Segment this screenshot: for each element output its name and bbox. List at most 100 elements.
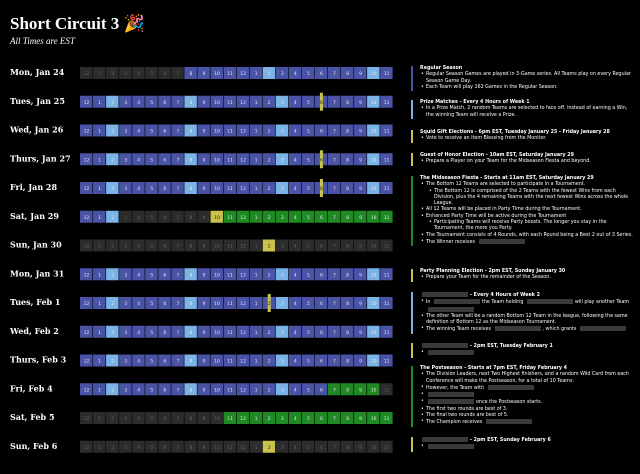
event-title: - 2pm EST, Sunday February 6 xyxy=(420,437,634,444)
cell xyxy=(249,297,263,309)
hour-label: 8 xyxy=(189,244,192,250)
hour-label: 9 xyxy=(359,272,362,278)
hour-label: 10 xyxy=(371,359,377,365)
event: - 2pm EST, Sunday February 6 xyxy=(411,437,634,452)
cell xyxy=(249,67,263,79)
cell xyxy=(262,354,276,367)
hour-label: 6 xyxy=(320,100,323,106)
hour-label: 8 xyxy=(346,359,349,365)
cell xyxy=(184,297,197,309)
event: Prize Matches - Every 4 Hours of Week 1I… xyxy=(411,100,634,119)
cell xyxy=(314,67,328,79)
cell xyxy=(93,325,106,338)
cell xyxy=(354,182,367,194)
hour-label: 12 xyxy=(240,301,246,307)
redaction xyxy=(428,306,474,312)
cell xyxy=(236,153,250,166)
text: The first two rounds are best of 3. xyxy=(426,406,508,412)
hour-label: 2 xyxy=(111,186,114,192)
hour-label: 4 xyxy=(294,272,297,278)
hour-label: 1 xyxy=(255,186,258,192)
cell xyxy=(275,268,289,281)
cell xyxy=(197,325,210,338)
cell xyxy=(210,412,223,424)
hour-label: 11 xyxy=(227,387,233,393)
cell xyxy=(367,268,380,281)
hour-label: 5 xyxy=(150,244,153,250)
cell xyxy=(197,297,210,309)
hour-label: 6 xyxy=(163,244,166,250)
cell xyxy=(119,67,132,79)
cell xyxy=(249,210,263,223)
redaction xyxy=(428,399,474,405)
hour-label: 11 xyxy=(227,359,233,365)
bullet xyxy=(420,444,634,451)
hour-label: 3 xyxy=(281,71,284,77)
text: Prize Matches - Every 4 Hours of Week 1 xyxy=(420,100,530,105)
hour-label: 3 xyxy=(281,359,284,365)
hour-label: 3 xyxy=(124,215,127,221)
redaction xyxy=(422,343,468,348)
hour-label: 4 xyxy=(294,129,297,135)
cell xyxy=(145,325,158,338)
hour-label: 8 xyxy=(189,387,192,393)
hour-label: 12 xyxy=(84,416,90,422)
cell xyxy=(106,153,119,166)
day-label: Thurs, Feb 3 xyxy=(10,355,67,365)
cell xyxy=(341,95,354,108)
hour-label: 5 xyxy=(307,330,310,336)
hour-label: 3 xyxy=(281,186,284,192)
cell xyxy=(197,182,210,194)
cell xyxy=(106,95,119,108)
hour-label: 4 xyxy=(137,445,140,451)
cell xyxy=(327,67,341,79)
hour-label: 5 xyxy=(307,100,310,106)
cell xyxy=(145,354,158,367)
hour-label: 6 xyxy=(320,445,323,451)
cell xyxy=(210,67,223,79)
cell xyxy=(210,210,223,223)
hour-label: 2 xyxy=(111,416,114,422)
hour-label: 10 xyxy=(214,272,220,278)
hour-label: 12 xyxy=(84,157,90,163)
hour-label: 10 xyxy=(371,272,377,278)
text: The other Team will be a random Bottom 1… xyxy=(426,313,628,326)
cell xyxy=(327,440,341,453)
hour-label: 9 xyxy=(203,359,206,365)
hour-label: 10 xyxy=(371,387,377,393)
cell xyxy=(171,182,184,194)
cell xyxy=(171,440,184,453)
cell xyxy=(171,354,184,367)
hour-label: 2 xyxy=(111,71,114,77)
cell xyxy=(132,210,145,223)
hour-label: 9 xyxy=(359,387,362,393)
day-label: Fri, Feb 4 xyxy=(10,383,53,393)
cell xyxy=(132,412,145,424)
hour-label: 11 xyxy=(384,215,390,221)
cell xyxy=(80,210,93,223)
day-label: Thurs, Jan 27 xyxy=(10,153,71,163)
hour-label: 8 xyxy=(346,100,349,106)
hour-label: 11 xyxy=(384,71,390,77)
cell xyxy=(354,412,367,424)
bullet: Enhanced Party Time will be active durin… xyxy=(420,214,634,221)
cell xyxy=(380,182,393,194)
hour-label: 3 xyxy=(124,416,127,422)
hour-label: 1 xyxy=(255,244,258,250)
cell xyxy=(158,239,171,252)
cell xyxy=(236,95,250,108)
text: once the Postseason starts. xyxy=(476,400,543,406)
cell xyxy=(367,325,380,338)
cell xyxy=(367,67,380,79)
cell xyxy=(288,153,302,166)
event-marker xyxy=(319,92,323,111)
event: Guest of Honor Election - 10am EST, Satu… xyxy=(411,153,634,166)
hour-label: 1 xyxy=(255,359,258,365)
cell xyxy=(223,67,236,79)
hour-label: 4 xyxy=(294,186,297,192)
hour-label: 8 xyxy=(346,387,349,393)
cell xyxy=(197,67,210,79)
cell xyxy=(80,67,93,79)
cell xyxy=(93,153,106,166)
cell xyxy=(275,239,289,252)
